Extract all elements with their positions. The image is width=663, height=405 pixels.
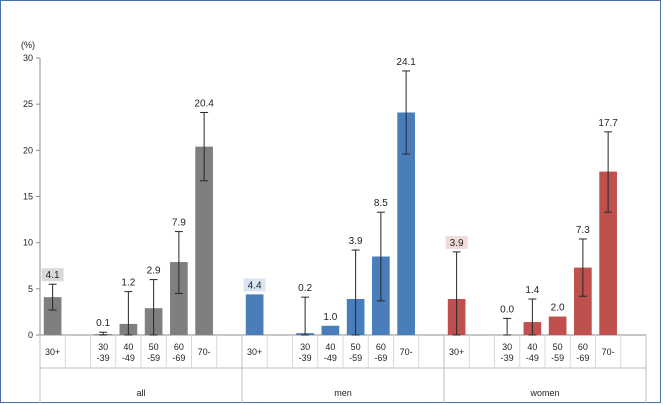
- bar-women: [548, 316, 567, 335]
- data-label: 2.9: [147, 266, 161, 277]
- data-label: 4.4: [248, 280, 262, 291]
- category-label: 40 -49: [526, 342, 539, 363]
- data-label-highlight: [41, 268, 64, 282]
- category-label: 40 -49: [324, 342, 337, 363]
- category-label: 40 -49: [122, 342, 135, 363]
- data-label: 4.1: [46, 270, 60, 281]
- group-label: all: [136, 388, 145, 398]
- data-label: 24.1: [396, 57, 416, 68]
- bar-men: [321, 325, 340, 335]
- category-label: 30 -39: [501, 342, 514, 363]
- bar-all: [170, 262, 188, 335]
- data-label: 1.2: [121, 278, 135, 289]
- group-label: women: [529, 388, 559, 398]
- bar-men: [245, 294, 264, 335]
- y-tick-label: 10: [23, 238, 33, 248]
- data-label: 7.3: [576, 225, 590, 236]
- data-label: 17.7: [598, 118, 618, 129]
- data-label: 3.9: [349, 236, 363, 247]
- y-tick-label: 15: [23, 192, 33, 202]
- data-label: 0.1: [96, 318, 110, 329]
- category-label: 70-: [198, 347, 211, 357]
- bar-women: [599, 171, 617, 335]
- category-label: 30+: [449, 347, 464, 357]
- y-unit-label: (%): [21, 40, 35, 50]
- y-tick-label: 0: [28, 330, 33, 340]
- data-label: 7.9: [172, 218, 186, 229]
- category-label: 70-: [602, 347, 615, 357]
- data-label: 8.5: [374, 198, 388, 209]
- data-label: 20.4: [194, 98, 214, 109]
- bar-women: [574, 267, 592, 335]
- data-label: 0.2: [298, 283, 312, 294]
- bar-all: [43, 297, 62, 335]
- category-label: 30+: [45, 347, 60, 357]
- category-label: 30 -39: [97, 342, 110, 363]
- category-label: 60 -69: [576, 342, 589, 363]
- category-label: 60 -69: [172, 342, 185, 363]
- group-label: men: [334, 388, 352, 398]
- bar-all: [195, 146, 213, 335]
- y-tick-label: 20: [23, 145, 33, 155]
- category-label: 50 -59: [349, 342, 362, 363]
- category-label: 70-: [400, 347, 413, 357]
- data-label-highlight: [445, 235, 468, 249]
- data-label: 3.9: [450, 238, 464, 249]
- data-label: 2.0: [551, 303, 565, 314]
- data-label: 1.4: [525, 285, 539, 296]
- category-label: 60 -69: [374, 342, 387, 363]
- data-label: 0.0: [500, 304, 514, 315]
- y-tick-label: 30: [23, 53, 33, 63]
- data-label-highlight: [243, 278, 266, 292]
- category-label: 30+: [247, 347, 262, 357]
- category-label: 50 -59: [147, 342, 160, 363]
- category-label: 30 -39: [299, 342, 312, 363]
- y-tick-label: 5: [28, 284, 33, 294]
- data-label: 1.0: [323, 312, 337, 323]
- y-tick-label: 25: [23, 99, 33, 109]
- category-label: 50 -59: [551, 342, 564, 363]
- bar-men: [397, 112, 415, 335]
